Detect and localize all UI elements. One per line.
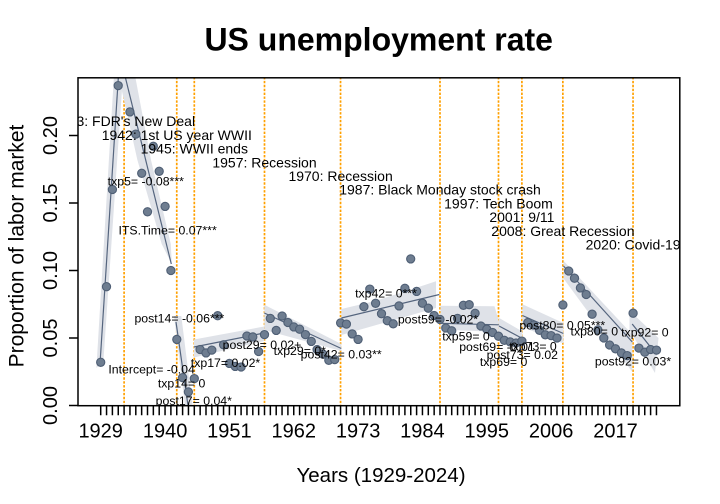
- svg-text:2017: 2017: [593, 421, 638, 443]
- svg-text:ITS.Time= 0.07***: ITS.Time= 0.07***: [118, 224, 217, 238]
- svg-text:1973: 1973: [336, 421, 381, 443]
- svg-text:txp92= 0: txp92= 0: [621, 325, 669, 339]
- svg-text:1997: Tech Boom: 1997: Tech Boom: [444, 195, 553, 211]
- svg-text:1945: WWII ends: 1945: WWII ends: [141, 141, 248, 157]
- svg-text:txp14= 0: txp14= 0: [158, 377, 206, 391]
- svg-text:2008: Great Recession: 2008: Great Recession: [491, 223, 634, 239]
- svg-text:1957: Recession: 1957: Recession: [212, 154, 316, 170]
- svg-text:1995: 1995: [465, 421, 510, 443]
- svg-text:txp80= 0: txp80= 0: [571, 325, 619, 339]
- svg-text:2001: 9/11: 2001: 9/11: [489, 209, 554, 225]
- svg-text:post42= 0.03**: post42= 0.03**: [301, 348, 382, 362]
- svg-text:0.05: 0.05: [40, 319, 62, 358]
- svg-text:txp69= 0: txp69= 0: [480, 355, 528, 369]
- svg-text:0.15: 0.15: [40, 184, 62, 223]
- svg-text:2006: 2006: [529, 421, 574, 443]
- svg-text:1933: FDR's New Deal: 1933: FDR's New Deal: [53, 113, 195, 129]
- svg-text:0.20: 0.20: [40, 116, 62, 155]
- svg-text:txp29= 0*: txp29= 0*: [274, 344, 327, 358]
- svg-text:Proportion of labor market: Proportion of labor market: [6, 124, 29, 367]
- svg-text:txp5= -0.08***: txp5= -0.08***: [108, 174, 184, 188]
- svg-text:1942: 1st US year WWII: 1942: 1st US year WWII: [102, 127, 252, 143]
- svg-text:1987: Black Monday stock crash: 1987: Black Monday stock crash: [339, 182, 541, 198]
- svg-text:0.00: 0.00: [40, 386, 62, 425]
- svg-text:1951: 1951: [207, 421, 252, 443]
- svg-text:post69= -0.01: post69= -0.01: [459, 340, 535, 354]
- svg-text:post80= 0.05***: post80= 0.05***: [519, 318, 605, 332]
- svg-text:1929: 1929: [78, 421, 123, 443]
- svg-text:Years (1929-2024): Years (1929-2024): [296, 464, 465, 487]
- svg-text:1940: 1940: [143, 421, 188, 443]
- svg-text:txp73= 0: txp73= 0: [509, 339, 557, 353]
- svg-text:1970: Recession: 1970: Recession: [288, 168, 392, 184]
- svg-text:US unemployment rate: US unemployment rate: [204, 21, 553, 57]
- svg-text:0.10: 0.10: [40, 251, 62, 290]
- svg-text:txp17= 0.02*: txp17= 0.02*: [191, 356, 261, 370]
- svg-text:post29= 0.02+: post29= 0.02+: [223, 338, 302, 352]
- svg-text:txp42= 0***: txp42= 0***: [355, 286, 417, 300]
- svg-text:post17= 0.04*: post17= 0.04*: [156, 394, 232, 408]
- svg-text:post59= -0.02*: post59= -0.02*: [398, 313, 479, 327]
- svg-text:2020: Covid-19: 2020: Covid-19: [586, 237, 681, 253]
- svg-text:txp59= 0: txp59= 0: [442, 329, 490, 343]
- svg-text:1984: 1984: [400, 421, 445, 443]
- svg-text:Intercept= -0.04: Intercept= -0.04: [108, 363, 195, 377]
- svg-text:post14= -0.06***: post14= -0.06***: [134, 311, 224, 325]
- svg-text:1962: 1962: [272, 421, 317, 443]
- svg-text:post73= 0.02: post73= 0.02: [487, 348, 559, 362]
- svg-text:post92= 0.03*: post92= 0.03*: [595, 355, 671, 369]
